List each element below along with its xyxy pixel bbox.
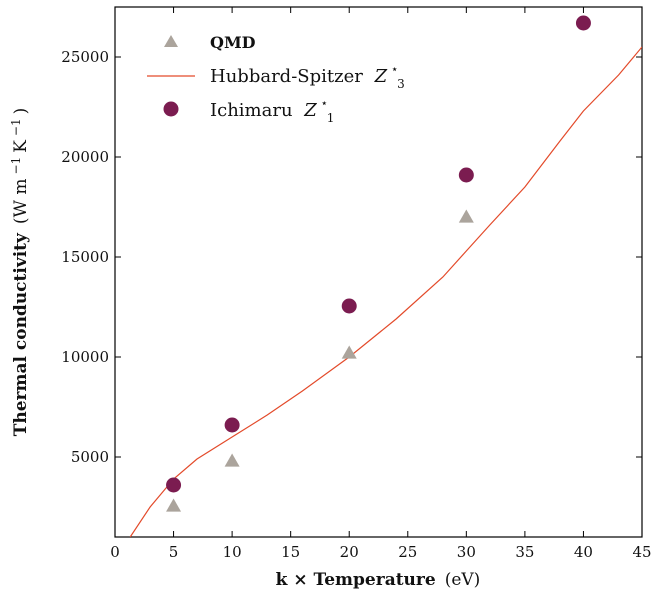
x-tick-label: 25	[398, 543, 417, 561]
x-tick-label: 15	[281, 543, 300, 561]
x-tick-label: 30	[457, 543, 476, 561]
hubbard-spitzer-line	[129, 46, 642, 537]
legend-marker-ichimaru	[163, 101, 179, 117]
ichimaru-point	[575, 15, 591, 31]
y-tick-label: 25000	[61, 48, 109, 66]
y-tick-label: 10000	[61, 348, 109, 366]
legend-label-hubbard: Hubbard-Spitzer Z ⋆ 3	[210, 57, 405, 91]
legend-label-qmd: QMD	[210, 33, 256, 52]
y-tick-label: 20000	[61, 148, 109, 166]
qmd-point	[341, 345, 357, 359]
x-tick-label: 20	[340, 543, 359, 561]
x-tick-label: 40	[574, 543, 593, 561]
qmd-point	[458, 209, 474, 223]
legend: QMD Hubbard-Spitzer Z ⋆ 3 Ichimaru Z ⋆ 1	[147, 33, 405, 125]
ichimaru-point	[458, 167, 474, 183]
plot-frame	[114, 6, 643, 538]
ichimaru-point	[224, 417, 240, 433]
ichimaru-point	[341, 298, 357, 314]
qmd-point	[166, 498, 182, 512]
x-tick-label: 45	[632, 543, 651, 561]
x-tick-label: 5	[169, 543, 179, 561]
legend-marker-qmd	[164, 35, 178, 47]
y-tick-label: 15000	[61, 248, 109, 266]
x-axis-label: k × Temperature (eV)	[276, 570, 481, 590]
series-group	[129, 15, 642, 537]
x-tick-label: 35	[515, 543, 534, 561]
legend-label-ichimaru: Ichimaru Z ⋆ 1	[210, 91, 334, 125]
ichimaru-point	[166, 477, 182, 493]
qmd-point	[224, 453, 240, 467]
x-tick-label: 10	[223, 543, 242, 561]
y-axis-label: Thermal conductivity (W m −1 K −1 )	[7, 108, 31, 437]
y-tick-label: 5000	[71, 448, 109, 466]
x-tick-label: 0	[110, 543, 120, 561]
